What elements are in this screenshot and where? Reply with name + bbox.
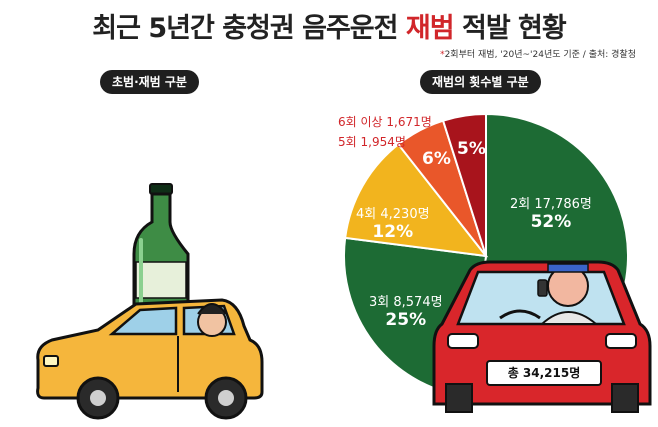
total-plate: 총 34,215명 (486, 360, 602, 386)
slice-label-2: 2회 17,786명 52% (510, 197, 592, 232)
slice-label-3: 3회 8,574명 25% (369, 295, 443, 330)
callout-6-plus: 6회 이상 1,671명 (338, 115, 432, 129)
page-title: 최근 5년간 충청권 음주운전 재범 적발 현황 (92, 13, 567, 44)
slice-label-repeat: 재범(2회~) 34,215명 45.87% (48, 206, 119, 256)
slice-percent-5: 6% (422, 149, 451, 169)
callout-5: 5회 1,954명 (338, 135, 406, 149)
slice-label-first: 초범(1회) 40,379명 54.13% (196, 206, 267, 256)
red-car-icon (432, 260, 652, 413)
pie-right-slice-4 (441, 112, 487, 257)
chart-title-right: 재범의 횟수별 구분 (420, 70, 541, 94)
slice-percent-6-plus: 5% (457, 139, 486, 159)
slice-label-4: 4회 4,230명 12% (356, 207, 430, 242)
yellow-car-icon (36, 298, 264, 420)
pie-right-slice-2 (344, 142, 489, 258)
source-note: *2회부터 재범, '20년~'24년도 기준 / 출처: 경찰청 (440, 50, 636, 60)
chart-title-left: 초범·재범 구분 (100, 70, 199, 94)
